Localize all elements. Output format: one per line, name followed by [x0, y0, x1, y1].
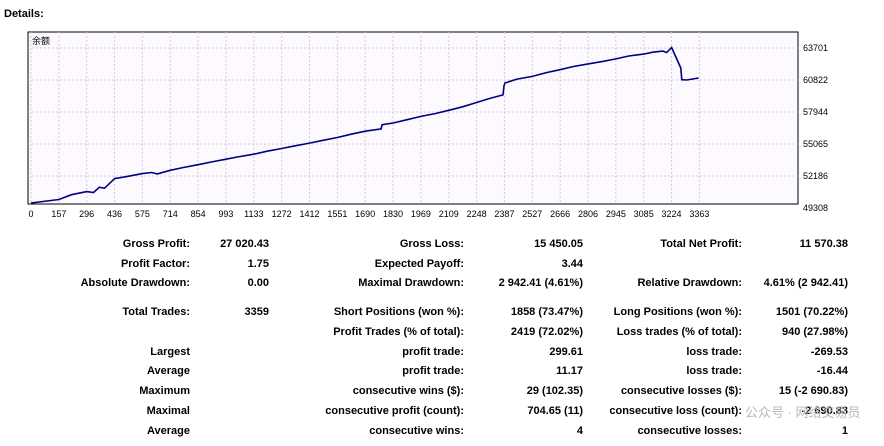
long-positions-label: Long Positions (won %): — [613, 306, 742, 318]
x-tick-label: 1969 — [411, 209, 431, 219]
max-consecutive-losses-value: 15 (-2 690.83) — [778, 385, 848, 397]
chart-grid-vertical — [30, 32, 700, 204]
x-tick-label: 2387 — [494, 209, 514, 219]
x-tick-label: 993 — [218, 209, 233, 219]
short-positions-value: 1858 (73.47%) — [510, 306, 583, 318]
relative-drawdown-label: Relative Drawdown: — [637, 277, 742, 289]
avg-consecutive-wins-value: 4 — [576, 425, 583, 437]
absolute-drawdown-label: Absolute Drawdown: — [80, 277, 190, 289]
x-tick-label: 2945 — [606, 209, 626, 219]
y-tick-label: 57944 — [803, 107, 828, 117]
maximal-consecutive-loss-label: consecutive loss (count): — [609, 405, 742, 417]
x-tick-label: 1690 — [355, 209, 375, 219]
x-tick-label: 0 — [28, 209, 33, 219]
gross-loss-value: 15 450.05 — [534, 238, 583, 250]
profit-factor-label: Profit Factor: — [120, 258, 190, 270]
chart-corner-label: 余额 — [32, 35, 50, 46]
expected-payoff-label: Expected Payoff: — [374, 258, 464, 270]
net-profit-label: Total Net Profit: — [660, 238, 742, 250]
x-tick-label: 575 — [135, 209, 150, 219]
maximum-label: Maximum — [139, 385, 190, 397]
gross-profit-label: Gross Profit: — [122, 238, 190, 250]
x-tick-label: 2527 — [522, 209, 542, 219]
x-tick-label: 436 — [107, 209, 122, 219]
largest-profit-label: profit trade: — [402, 346, 464, 358]
max-consecutive-losses-label: consecutive losses ($): — [620, 385, 742, 397]
long-positions-value: 1501 (70.22%) — [775, 306, 848, 318]
avg-consecutive-losses-value: 1 — [841, 425, 848, 437]
x-tick-label: 1412 — [299, 209, 319, 219]
average-consecutive-label: Average — [146, 425, 190, 437]
average-loss-label: loss trade: — [686, 365, 742, 377]
total-trades-label: Total Trades: — [122, 306, 190, 318]
largest-loss-value: -269.53 — [810, 346, 848, 358]
average-label: Average — [146, 365, 190, 377]
y-tick-label: 49308 — [803, 203, 828, 213]
maximal-drawdown-value: 2 942.41 (4.61%) — [498, 277, 583, 289]
average-profit-value: 11.17 — [556, 365, 583, 377]
net-profit-value: 11 570.38 — [799, 238, 848, 250]
absolute-drawdown-value: 0.00 — [247, 277, 269, 289]
average-loss-value: -16.44 — [816, 365, 848, 377]
x-tick-label: 2109 — [439, 209, 459, 219]
loss-trades-label: Loss trades (% of total): — [616, 326, 742, 338]
chart-x-axis: 0 157 296 436 575 714 854 993 1133 1272 1412 1551 16… — [28, 209, 709, 219]
avg-consecutive-losses-label: consecutive losses: — [637, 425, 742, 437]
short-positions-label: Short Positions (won %): — [333, 306, 464, 318]
x-tick-label: 3085 — [634, 209, 654, 219]
x-tick-label: 3363 — [689, 209, 709, 219]
chart-y-axis: 63701 60822 57944 55065 52186 49308 — [803, 43, 828, 213]
loss-trades-value: 940 (27.98%) — [781, 326, 848, 338]
relative-drawdown-value: 4.61% (2 942.41) — [763, 277, 848, 289]
y-tick-label: 63701 — [803, 43, 828, 53]
profit-trades-label: Profit Trades (% of total): — [333, 326, 464, 338]
balance-series-line — [30, 46, 699, 204]
x-tick-label: 1133 — [244, 209, 263, 219]
maximal-drawdown-label: Maximal Drawdown: — [358, 277, 464, 289]
maximal-consecutive-loss-value: -2 690.83 — [801, 405, 848, 417]
max-consecutive-wins-value: 29 (102.35) — [526, 385, 583, 397]
average-profit-label: profit trade: — [402, 365, 464, 377]
avg-consecutive-wins-label: consecutive wins: — [369, 425, 464, 437]
maximal-label: Maximal — [146, 405, 190, 417]
x-tick-label: 2248 — [467, 209, 487, 219]
x-tick-label: 1551 — [327, 209, 347, 219]
gross-loss-label: Gross Loss: — [399, 238, 464, 250]
total-trades-value: 3359 — [244, 306, 269, 318]
details-title: Details: — [4, 8, 44, 20]
maximal-consecutive-profit-value: 704.65 (11) — [527, 405, 583, 417]
maximal-consecutive-profit-label: consecutive profit (count): — [325, 405, 464, 417]
x-tick-label: 296 — [79, 209, 94, 219]
x-tick-label: 714 — [163, 209, 178, 219]
profit-factor-value: 1.75 — [247, 258, 269, 270]
y-tick-label: 60822 — [803, 75, 828, 85]
x-tick-label: 1830 — [383, 209, 403, 219]
watermark: 公众号 · 网络交易员 — [745, 405, 861, 420]
x-tick-label: 3224 — [662, 209, 682, 219]
y-tick-label: 55065 — [803, 139, 828, 149]
max-consecutive-wins-label: consecutive wins ($): — [352, 385, 464, 397]
largest-label: Largest — [150, 346, 190, 358]
x-tick-label: 2666 — [550, 209, 570, 219]
balance-chart: 63701 60822 57944 55065 52186 49308 0 157 296 43… — [27, 31, 828, 219]
profit-trades-value: 2419 (72.02%) — [510, 326, 583, 338]
gross-profit-value: 27 020.43 — [220, 238, 269, 250]
chart-grid-horizontal — [28, 47, 798, 177]
expected-payoff-value: 3.44 — [561, 258, 583, 270]
x-tick-label: 1272 — [272, 209, 292, 219]
x-tick-label: 2806 — [578, 209, 598, 219]
x-tick-label: 854 — [191, 209, 206, 219]
largest-loss-label: loss trade: — [686, 346, 742, 358]
y-tick-label: 52186 — [803, 171, 828, 181]
x-tick-label: 157 — [51, 209, 66, 219]
largest-profit-value: 299.61 — [549, 346, 583, 358]
